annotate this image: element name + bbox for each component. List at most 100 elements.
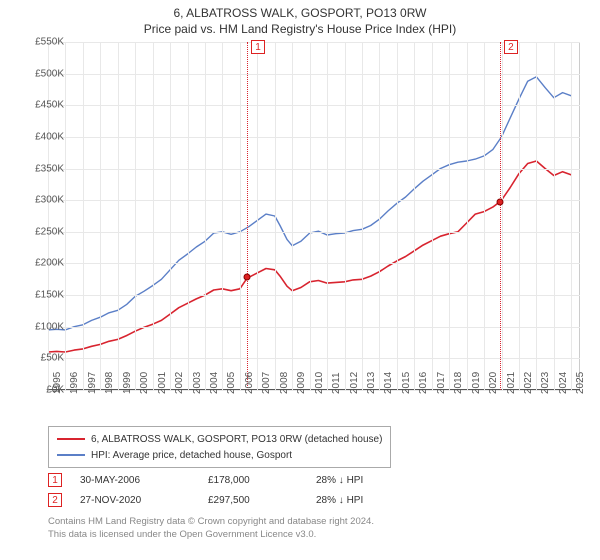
- sales-table: 1 30-MAY-2006 £178,000 28% ↓ HPI 2 27-NO…: [48, 470, 580, 510]
- x-tick-label: 1998: [104, 372, 115, 394]
- gridline-v: [345, 42, 346, 390]
- legend-item: 6, ALBATROSS WALK, GOSPORT, PO13 0RW (de…: [57, 431, 382, 447]
- x-tick-label: 1995: [52, 372, 63, 394]
- gridline-v: [205, 42, 206, 390]
- legend-swatch: [57, 454, 85, 456]
- gridline-v: [48, 42, 49, 390]
- x-tick-label: 2021: [506, 372, 517, 394]
- x-tick-label: 2006: [244, 372, 255, 394]
- gridline-v: [257, 42, 258, 390]
- legend-label: 6, ALBATROSS WALK, GOSPORT, PO13 0RW (de…: [91, 434, 382, 445]
- sale-marker-icon: [496, 198, 503, 205]
- x-tick-label: 2008: [279, 372, 290, 394]
- gridline-v: [292, 42, 293, 390]
- gridline-v: [519, 42, 520, 390]
- sale-delta: 28% ↓ HPI: [316, 475, 416, 486]
- footer-line: This data is licensed under the Open Gov…: [48, 529, 580, 542]
- y-tick-label: £450K: [18, 100, 64, 111]
- table-row: 1 30-MAY-2006 £178,000 28% ↓ HPI: [48, 470, 580, 490]
- y-tick-label: £100K: [18, 321, 64, 332]
- x-tick-label: 2004: [209, 372, 220, 394]
- y-tick-label: £250K: [18, 226, 64, 237]
- x-tick-label: 2005: [226, 372, 237, 394]
- gridline-v: [362, 42, 363, 390]
- chart-container: 6, ALBATROSS WALK, GOSPORT, PO13 0RW Pri…: [0, 0, 600, 560]
- gridline-v: [571, 42, 572, 390]
- x-tick-label: 2001: [157, 372, 168, 394]
- x-tick-label: 2007: [261, 372, 272, 394]
- gridline-v: [153, 42, 154, 390]
- gridline-v: [379, 42, 380, 390]
- y-tick-label: £50K: [18, 353, 64, 364]
- x-tick-label: 2010: [314, 372, 325, 394]
- gridline-v: [502, 42, 503, 390]
- chart-plot-area: 12: [48, 42, 580, 390]
- gridline-v: [100, 42, 101, 390]
- gridline-v: [327, 42, 328, 390]
- x-tick-label: 2022: [523, 372, 534, 394]
- x-tick-label: 2000: [139, 372, 150, 394]
- table-row: 2 27-NOV-2020 £297,500 28% ↓ HPI: [48, 490, 580, 510]
- x-tick-label: 2023: [540, 372, 551, 394]
- sale-date: 30-MAY-2006: [80, 475, 190, 486]
- x-tick-label: 2025: [575, 372, 586, 394]
- event-line: [247, 42, 248, 390]
- gridline-v: [449, 42, 450, 390]
- gridline-v: [414, 42, 415, 390]
- x-tick-label: 2011: [331, 372, 342, 394]
- legend-item: HPI: Average price, detached house, Gosp…: [57, 447, 382, 463]
- page-subtitle: Price paid vs. HM Land Registry's House …: [0, 20, 600, 40]
- gridline-v: [467, 42, 468, 390]
- x-tick-label: 2012: [349, 372, 360, 394]
- x-tick-label: 1996: [69, 372, 80, 394]
- gridline-v: [484, 42, 485, 390]
- x-tick-label: 2015: [401, 372, 412, 394]
- x-tick-label: 1999: [122, 372, 133, 394]
- gridline-v: [188, 42, 189, 390]
- x-tick-label: 2002: [174, 372, 185, 394]
- sale-date: 27-NOV-2020: [80, 495, 190, 506]
- gridline-v: [135, 42, 136, 390]
- event-flag-icon: 2: [504, 40, 518, 54]
- y-tick-label: £500K: [18, 68, 64, 79]
- gridline-v: [310, 42, 311, 390]
- legend-swatch: [57, 438, 85, 440]
- sale-delta: 28% ↓ HPI: [316, 495, 416, 506]
- gridline-v: [536, 42, 537, 390]
- x-tick-label: 2020: [488, 372, 499, 394]
- x-tick-label: 2024: [558, 372, 569, 394]
- gridline-v: [170, 42, 171, 390]
- event-flag-icon: 1: [48, 473, 62, 487]
- gridline-v: [83, 42, 84, 390]
- sale-price: £297,500: [208, 495, 298, 506]
- y-tick-label: £400K: [18, 131, 64, 142]
- gridline-v: [432, 42, 433, 390]
- gridline-v: [118, 42, 119, 390]
- x-tick-label: 2013: [366, 372, 377, 394]
- gridline-v: [240, 42, 241, 390]
- gridline-v: [222, 42, 223, 390]
- legend: 6, ALBATROSS WALK, GOSPORT, PO13 0RW (de…: [48, 426, 391, 468]
- event-flag-icon: 2: [48, 493, 62, 507]
- x-tick-label: 2016: [418, 372, 429, 394]
- y-tick-label: £200K: [18, 258, 64, 269]
- gridline-v: [397, 42, 398, 390]
- x-tick-label: 2003: [192, 372, 203, 394]
- y-tick-label: £300K: [18, 195, 64, 206]
- x-tick-label: 2009: [296, 372, 307, 394]
- x-tick-label: 1997: [87, 372, 98, 394]
- y-tick-label: £150K: [18, 290, 64, 301]
- event-line: [500, 42, 501, 390]
- x-tick-label: 2018: [453, 372, 464, 394]
- footer: Contains HM Land Registry data © Crown c…: [48, 516, 580, 542]
- page-title: 6, ALBATROSS WALK, GOSPORT, PO13 0RW: [0, 0, 600, 20]
- y-tick-label: £350K: [18, 163, 64, 174]
- x-tick-label: 2014: [383, 372, 394, 394]
- x-tick-label: 2019: [471, 372, 482, 394]
- gridline-v: [554, 42, 555, 390]
- x-tick-label: 2017: [436, 372, 447, 394]
- legend-label: HPI: Average price, detached house, Gosp…: [91, 450, 292, 461]
- y-tick-label: £550K: [18, 37, 64, 48]
- event-flag-icon: 1: [251, 40, 265, 54]
- sale-price: £178,000: [208, 475, 298, 486]
